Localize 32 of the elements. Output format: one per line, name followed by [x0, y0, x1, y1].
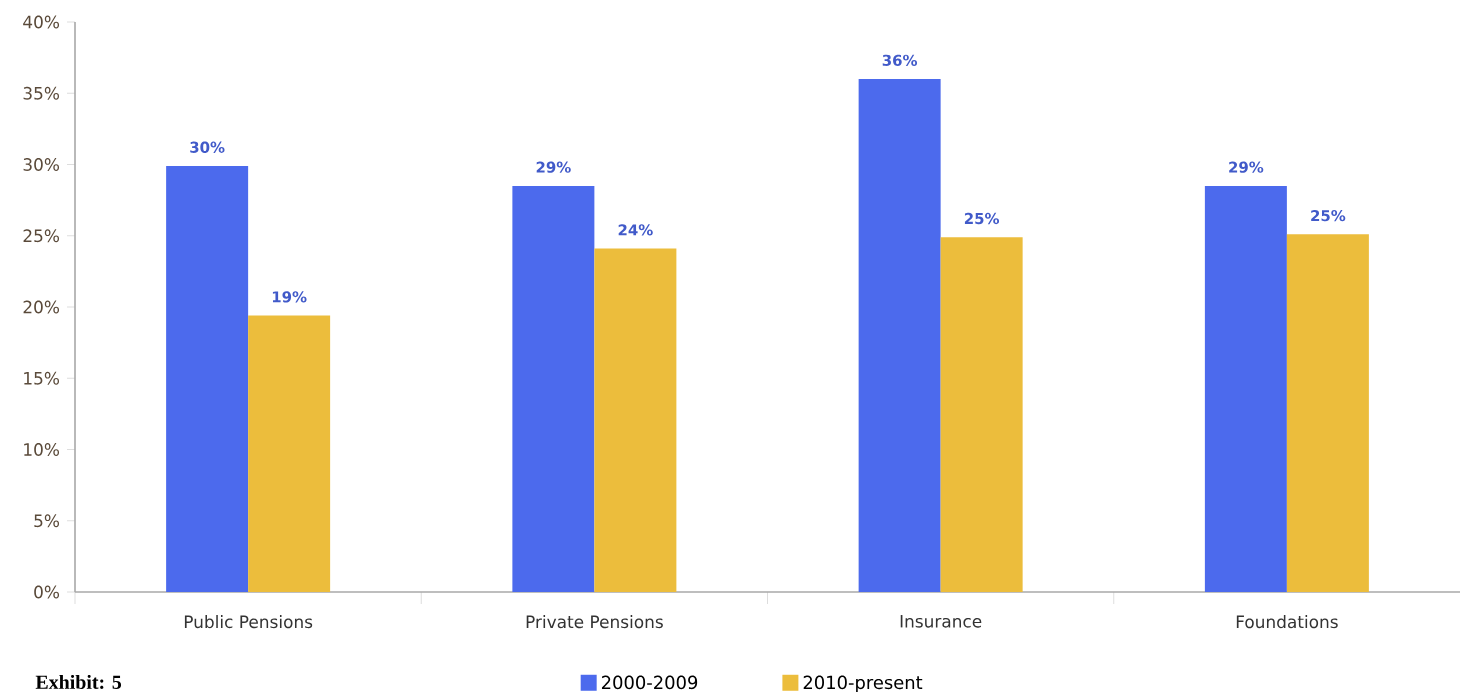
data-label: 29%: [1229, 161, 1264, 173]
bar: [248, 315, 331, 592]
data-label: 29%: [536, 161, 571, 173]
data-label: 19%: [272, 291, 307, 303]
y-tick-label: 35%: [23, 86, 60, 100]
bar: [940, 237, 1023, 592]
y-tick-label: 20%: [23, 300, 60, 314]
y-tick-label: 10%: [24, 443, 60, 456]
bar: [594, 248, 677, 592]
y-tick-label: 0%: [34, 585, 60, 599]
data-label: 25%: [1311, 209, 1346, 222]
y-tick-label: 40%: [23, 15, 60, 29]
bar: [166, 165, 249, 592]
bar: [512, 185, 595, 592]
data-label: 25%: [964, 212, 1000, 225]
bar: [1204, 185, 1287, 592]
text: Exhibit: 5: [35, 674, 122, 690]
x-tick-label: Public Pensions: [184, 615, 313, 629]
legend-label: 2000-2009: [601, 675, 698, 690]
y-tick-label: 25%: [23, 229, 60, 243]
bar: [858, 79, 941, 592]
data-label: 24%: [618, 224, 653, 236]
x-tick-label: Private Pensions: [526, 615, 663, 629]
bar: [1286, 234, 1369, 592]
y-tick-label: 5%: [34, 514, 60, 528]
y-tick-label: 30%: [23, 158, 60, 171]
x-tick-label: Foundations: [1236, 615, 1338, 629]
y-tick-label: 15%: [24, 371, 60, 385]
data-label: 30%: [190, 141, 225, 153]
legend-label: 2010-present: [803, 675, 923, 692]
data-label: 36%: [882, 54, 918, 66]
x-tick-label: Insurance: [900, 615, 982, 628]
